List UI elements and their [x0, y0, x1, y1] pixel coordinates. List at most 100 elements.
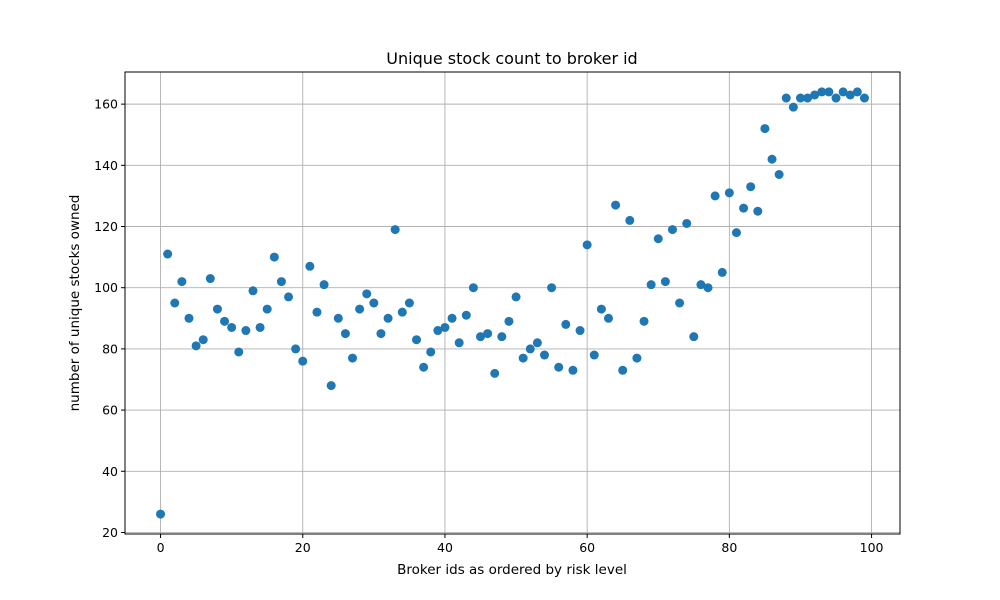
data-point: [682, 218, 692, 228]
x-tick-label: 100: [860, 540, 884, 555]
data-point: [440, 322, 450, 332]
data-point: [582, 240, 592, 250]
data-point: [348, 353, 358, 363]
x-axis-ticks: 0 20 40 60 80 100: [157, 534, 884, 555]
data-point: [191, 341, 201, 351]
data-point: [355, 304, 365, 314]
data-point: [248, 286, 258, 296]
data-point: [454, 338, 464, 348]
data-point: [369, 298, 379, 308]
data-point: [753, 206, 763, 216]
x-tick-label: 20: [295, 540, 311, 555]
y-tick-label: 140: [94, 158, 118, 173]
data-point: [170, 298, 180, 308]
data-point: [539, 350, 549, 360]
x-tick-label: 80: [721, 540, 737, 555]
data-point: [852, 87, 862, 97]
data-point: [205, 274, 215, 284]
y-tick-label: 20: [102, 525, 118, 540]
y-axis-label: number of unique stocks owned: [67, 195, 83, 412]
data-point: [596, 304, 606, 314]
data-point: [710, 191, 720, 201]
data-point: [803, 93, 813, 103]
data-point: [305, 261, 315, 271]
data-point: [476, 332, 486, 342]
data-point: [490, 368, 500, 378]
data-point: [461, 310, 471, 320]
data-point: [774, 169, 784, 179]
data-point: [568, 365, 578, 375]
data-point: [518, 353, 528, 363]
data-point: [184, 313, 194, 323]
data-point: [639, 316, 649, 326]
data-point: [703, 283, 713, 293]
y-tick-label: 40: [102, 464, 118, 479]
data-point: [859, 93, 869, 103]
data-point: [397, 307, 407, 317]
y-tick-label: 160: [94, 97, 118, 112]
data-point: [326, 381, 336, 391]
data-point: [319, 280, 329, 290]
data-point: [504, 316, 514, 326]
data-point: [660, 277, 670, 287]
y-tick-label: 60: [102, 403, 118, 418]
data-point: [824, 87, 834, 97]
data-point: [390, 225, 400, 235]
data-point: [426, 347, 436, 357]
data-point: [262, 304, 272, 314]
data-point: [532, 338, 542, 348]
data-point: [156, 509, 166, 519]
data-point: [212, 304, 222, 314]
data-point: [646, 280, 656, 290]
data-point: [767, 154, 777, 164]
chart-title: Unique stock count to broker id: [386, 49, 637, 68]
data-point: [561, 319, 571, 329]
data-point: [333, 313, 343, 323]
data-point: [241, 326, 251, 336]
data-point: [234, 347, 244, 357]
data-point: [447, 313, 457, 323]
data-point: [788, 102, 798, 112]
data-point: [255, 322, 265, 332]
data-point: [817, 87, 827, 97]
data-point: [177, 277, 187, 287]
data-point: [340, 329, 350, 339]
data-point: [376, 329, 386, 339]
data-point: [810, 90, 820, 100]
data-point: [269, 252, 279, 262]
data-point: [760, 124, 770, 134]
data-point: [689, 332, 699, 342]
y-axis-ticks: 20 40 60 80 100 120 140 160: [94, 97, 125, 540]
data-point: [483, 329, 493, 339]
data-point: [547, 283, 557, 293]
data-point: [795, 93, 805, 103]
data-point: [298, 356, 308, 366]
data-point: [468, 283, 478, 293]
data-points: [156, 87, 869, 519]
data-point: [675, 298, 685, 308]
data-point: [525, 344, 535, 354]
data-point: [312, 307, 322, 317]
data-point: [433, 326, 443, 336]
data-point: [696, 280, 706, 290]
data-point: [739, 203, 749, 213]
y-tick-label: 100: [94, 280, 118, 295]
y-tick-label: 120: [94, 219, 118, 234]
data-point: [831, 93, 841, 103]
data-point: [589, 350, 599, 360]
data-point: [163, 249, 173, 259]
data-point: [632, 353, 642, 363]
data-point: [220, 316, 230, 326]
y-tick-label: 80: [102, 341, 118, 356]
data-point: [717, 267, 727, 277]
data-point: [419, 362, 429, 372]
data-point: [284, 292, 294, 302]
data-point: [603, 313, 613, 323]
data-point: [746, 182, 756, 192]
data-point: [618, 365, 628, 375]
data-point: [362, 289, 372, 299]
data-point: [198, 335, 208, 345]
data-point: [276, 277, 286, 287]
